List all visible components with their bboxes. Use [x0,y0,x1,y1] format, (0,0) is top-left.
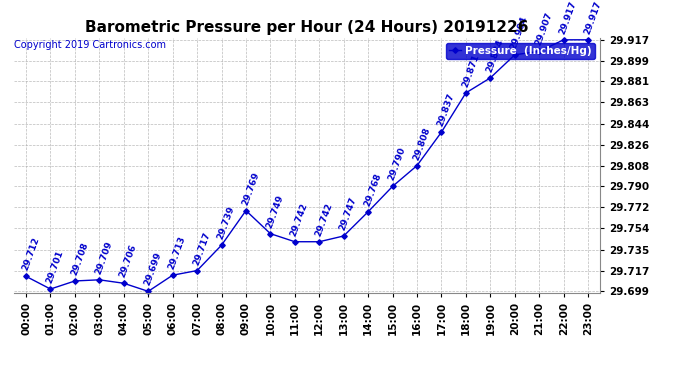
Pressure  (Inches/Hg) [535,49,543,54]
Pressure  (Inches/Hg) [71,279,79,283]
Text: 29.739: 29.739 [216,205,236,241]
Text: 29.917: 29.917 [558,0,578,36]
Text: 29.917: 29.917 [582,0,603,36]
Text: 29.706: 29.706 [118,243,139,279]
Text: 29.790: 29.790 [387,146,407,182]
Pressure  (Inches/Hg) [119,281,128,285]
Pressure  (Inches/Hg) [193,268,201,273]
Pressure  (Inches/Hg) [168,273,177,278]
Pressure  (Inches/Hg) [584,38,592,42]
Pressure  (Inches/Hg) [46,287,55,291]
Pressure  (Inches/Hg) [95,278,104,282]
Text: 29.717: 29.717 [191,231,212,266]
Text: 29.837: 29.837 [436,92,456,128]
Text: 29.699: 29.699 [143,251,163,287]
Text: 29.749: 29.749 [265,194,285,230]
Text: 29.742: 29.742 [313,202,334,238]
Text: 29.871: 29.871 [460,53,481,89]
Legend: Pressure  (Inches/Hg): Pressure (Inches/Hg) [446,43,595,59]
Text: 29.769: 29.769 [240,171,261,206]
Text: 29.747: 29.747 [338,196,359,232]
Pressure  (Inches/Hg) [241,209,250,213]
Pressure  (Inches/Hg) [217,243,226,248]
Text: 29.709: 29.709 [94,240,114,276]
Pressure  (Inches/Hg) [266,231,275,236]
Pressure  (Inches/Hg) [486,76,495,80]
Pressure  (Inches/Hg) [364,210,373,214]
Pressure  (Inches/Hg) [560,38,568,42]
Pressure  (Inches/Hg) [290,240,299,244]
Text: 29.808: 29.808 [411,126,432,161]
Text: 29.742: 29.742 [289,202,310,238]
Pressure  (Inches/Hg) [462,91,470,95]
Pressure  (Inches/Hg) [339,234,348,238]
Line: Pressure  (Inches/Hg): Pressure (Inches/Hg) [24,38,590,293]
Text: 29.907: 29.907 [533,11,554,47]
Text: Copyright 2019 Cartronics.com: Copyright 2019 Cartronics.com [14,40,166,50]
Pressure  (Inches/Hg) [437,130,446,134]
Text: 29.713: 29.713 [167,235,188,271]
Pressure  (Inches/Hg) [388,184,397,189]
Pressure  (Inches/Hg) [413,164,421,168]
Pressure  (Inches/Hg) [144,289,152,294]
Title: Barometric Pressure per Hour (24 Hours) 20191226: Barometric Pressure per Hour (24 Hours) … [86,20,529,35]
Text: 29.768: 29.768 [362,172,383,208]
Text: 29.712: 29.712 [20,236,41,272]
Text: 29.884: 29.884 [484,38,505,74]
Pressure  (Inches/Hg) [315,240,324,244]
Text: 29.708: 29.708 [69,241,90,277]
Text: 29.701: 29.701 [45,249,65,285]
Text: 29.904: 29.904 [509,15,529,51]
Pressure  (Inches/Hg) [511,53,519,57]
Pressure  (Inches/Hg) [22,274,30,279]
